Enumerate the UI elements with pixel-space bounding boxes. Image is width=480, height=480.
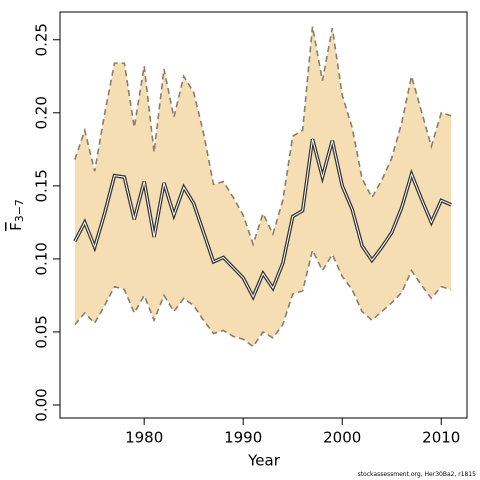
y-tick-label: 0.00 <box>33 388 51 421</box>
y-tick-label: 0.05 <box>33 315 51 348</box>
y-tick-label: 0.25 <box>33 23 51 56</box>
estimate-line-inner <box>74 138 452 299</box>
x-tick-label: 2000 <box>323 429 361 447</box>
y-tick-label: 0.10 <box>33 242 51 275</box>
footer: stockassessment.org, Her30Ba2, r1815 <box>358 471 477 478</box>
x-tick-label: 2010 <box>422 429 460 447</box>
y-axis-label-main: F <box>7 222 25 231</box>
x-axis-label: Year <box>247 452 281 470</box>
x-tick-label: 1990 <box>224 429 262 447</box>
confidence-band <box>74 26 452 347</box>
y-axis-label: F3−7 <box>7 199 27 231</box>
bound-line <box>74 247 452 348</box>
y-axis-label-sub: 3−7 <box>13 199 26 222</box>
x-tick-label: 1980 <box>125 429 163 447</box>
y-tick-label: 0.20 <box>33 96 51 129</box>
plot-frame <box>59 11 468 419</box>
y-tick-label: 0.15 <box>33 169 51 202</box>
bound-line <box>74 26 452 247</box>
